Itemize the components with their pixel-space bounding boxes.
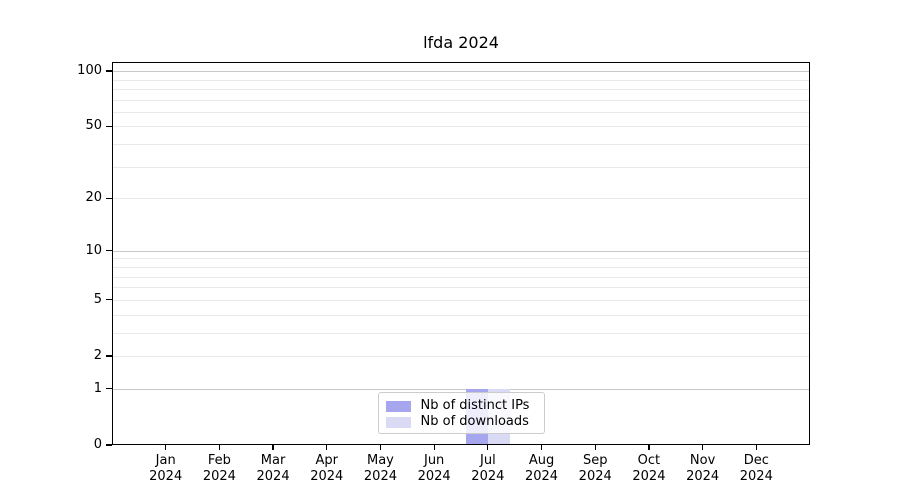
minor-gridline-7 [112, 276, 810, 278]
year-label: 2024 [149, 469, 183, 484]
plot-area [112, 62, 810, 445]
y-tick-label-2: 2 [93, 347, 102, 363]
year-label: 2024 [578, 469, 612, 484]
x-tick-aug [540, 445, 543, 450]
month-label: Dec [743, 453, 769, 468]
y-tick-label-5: 5 [93, 291, 102, 307]
minor-gridline-60 [112, 111, 810, 113]
minor-gridline-50 [112, 126, 810, 128]
month-label: Mar [260, 453, 286, 468]
x-tick-label-nov: Nov 2024 [675, 453, 731, 485]
minor-gridline-4 [112, 314, 810, 316]
y-tick-label-20: 20 [85, 190, 102, 206]
minor-gridline-80 [112, 88, 810, 90]
minor-gridline-2 [112, 355, 810, 357]
y-tick-20 [106, 197, 112, 199]
year-label: 2024 [739, 469, 773, 484]
y-tick-50 [106, 125, 112, 128]
x-tick-jun [433, 445, 435, 450]
legend: Nb of distinct IPs Nb of downloads [377, 392, 545, 434]
x-tick-sep [594, 445, 596, 450]
x-tick-feb [218, 445, 220, 450]
minor-gridline-20 [112, 198, 810, 200]
legend-label-distinct-ips: Nb of distinct IPs [420, 398, 530, 413]
x-tick-may [379, 445, 382, 450]
major-gridline-100 [112, 71, 810, 73]
legend-entry-distinct-ips: Nb of distinct IPs [385, 398, 536, 414]
major-gridline-10 [112, 250, 810, 252]
x-tick-label-may: May 2024 [352, 453, 408, 485]
legend-entry-downloads: Nb of downloads [385, 414, 536, 430]
minor-gridline-6 [112, 287, 810, 289]
year-label: 2024 [310, 469, 344, 484]
year-label: 2024 [202, 469, 236, 484]
year-label: 2024 [256, 469, 290, 484]
year-label: 2024 [686, 469, 720, 484]
month-label: Jul [480, 453, 496, 468]
month-label: Apr [315, 453, 339, 468]
x-tick-label-oct: Oct 2024 [621, 453, 677, 485]
y-tick-2 [106, 355, 112, 357]
y-tick-label-0: 0 [93, 437, 102, 452]
legend-swatch-downloads [385, 416, 411, 428]
x-tick-label-mar: Mar 2024 [245, 453, 301, 485]
year-label: 2024 [524, 469, 559, 484]
x-tick-dec [755, 445, 757, 450]
x-tick-label-sep: Sep 2024 [567, 453, 623, 485]
y-tick-5 [106, 299, 112, 301]
month-label: Nov [689, 453, 716, 468]
x-tick-label-jan: Jan 2024 [138, 453, 194, 485]
legend-swatch-distinct-ips [385, 400, 411, 412]
legend-label-downloads: Nb of downloads [420, 414, 529, 429]
month-label: Feb [207, 453, 231, 468]
year-label: 2024 [417, 469, 451, 484]
minor-gridline-70 [112, 99, 810, 101]
year-label: 2024 [632, 469, 666, 484]
y-tick-label-1: 1 [93, 380, 102, 396]
minor-gridline-30 [112, 166, 810, 168]
minor-gridline-5 [112, 299, 810, 301]
month-label: Oct [637, 453, 661, 468]
x-tick-nov [702, 445, 704, 450]
x-tick-oct [648, 445, 650, 450]
y-tick-1 [106, 388, 112, 390]
x-tick-label-jul: Jul 2024 [460, 453, 516, 485]
month-label: May [367, 453, 394, 468]
x-tick-jul [487, 445, 489, 450]
month-label: Sep [582, 453, 608, 468]
year-label: 2024 [471, 469, 505, 484]
x-tick-label-apr: Apr 2024 [299, 453, 355, 485]
y-tick-100 [106, 70, 112, 72]
x-tick-apr [326, 445, 328, 450]
x-tick-mar [272, 445, 274, 450]
x-tick-label-dec: Dec 2024 [728, 453, 784, 485]
chart-title: lfda 2024 [423, 33, 499, 52]
x-tick-label-feb: Feb 2024 [191, 453, 247, 485]
major-gridline-1 [112, 388, 810, 390]
y-tick-label-100: 100 [77, 63, 102, 79]
minor-gridline-90 [112, 79, 810, 81]
y-tick-label-50: 50 [85, 118, 102, 134]
month-label: Aug [528, 453, 555, 468]
x-tick-jan [165, 445, 167, 450]
minor-gridline-8 [112, 266, 810, 268]
x-tick-label-aug: Aug 2024 [514, 453, 570, 485]
x-tick-label-jun: Jun 2024 [406, 453, 462, 485]
minor-gridline-9 [112, 258, 810, 260]
month-label: Jan [155, 453, 176, 468]
y-tick-label-10: 10 [85, 242, 102, 258]
y-tick-10 [106, 250, 112, 252]
month-label: Jun [423, 453, 445, 468]
minor-gridline-3 [112, 332, 810, 334]
y-tick-0 [106, 444, 112, 446]
year-label: 2024 [363, 469, 397, 484]
minor-gridline-40 [112, 144, 810, 146]
